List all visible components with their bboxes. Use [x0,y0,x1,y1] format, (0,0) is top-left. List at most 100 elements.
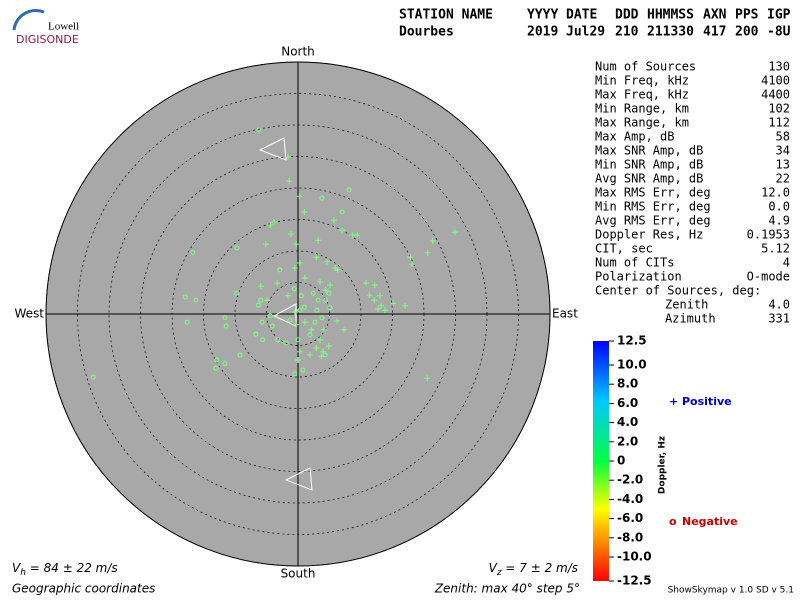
vh-symbol: V [12,561,21,575]
negative-point [315,297,321,303]
colorbar-tick-label: 2.0 [617,434,638,448]
negative-point [237,352,243,358]
positive-point [390,300,397,307]
negative-point [295,337,301,343]
positive-point [327,282,334,289]
positive-point [424,249,431,256]
stat-label: Max SNR Amp, dB [595,144,703,158]
vh-sub: h [20,568,26,578]
vh-text: = 84 ± 22 m/s [26,561,118,575]
positive-point [301,208,308,215]
negative-point [222,361,228,367]
south-label: South [281,567,316,581]
negative-point [234,245,240,251]
colorbar-tick-label: 4.0 [617,415,638,429]
negative-point [253,331,259,337]
stat-value: 112 [768,116,790,130]
stat-value: 4400 [761,88,790,102]
negative-point [275,337,281,343]
negative-point [213,365,219,371]
center-title: Center of Sources, deg: [595,284,761,298]
negative-point [307,332,313,338]
positive-point [409,261,416,268]
header-value: 210 [615,25,639,40]
center-value: 331 [768,312,790,326]
header-value: Jul29 [566,25,605,40]
header-value: 2019 [527,25,558,40]
positive-point [317,336,324,343]
stat-value: 13 [776,158,790,172]
positive-point [288,230,295,237]
negative-point [234,290,240,296]
negative-point [258,297,264,303]
negative-point [287,317,293,323]
header-column: HHMMSS [647,8,694,23]
positive-point [306,351,313,358]
header-value: 211330 [647,25,694,40]
stat-label: Min Range, km [595,102,689,116]
positive-point [349,232,356,239]
positive-point [293,241,300,248]
colorbar-tick-label: -6.0 [617,511,643,525]
header-value: -8U [767,25,791,40]
negative-point [301,304,307,310]
positive-point [295,356,301,363]
stat-label: Polarization [595,270,682,284]
positive-point [264,297,271,304]
positive-point [424,375,431,382]
colorbar [593,341,609,581]
stat-label: CIT, sec [595,242,653,256]
stat-label: Num of CITs [595,256,674,270]
positive-point [381,307,388,314]
positive-point [296,259,303,266]
stat-value: 4 [783,256,790,270]
positive-point [296,193,303,200]
positive-point [274,280,281,287]
stat-value: 22 [776,172,790,186]
negative-point [255,302,261,308]
positive-point [339,227,346,234]
positive-point [325,343,332,350]
negative-point [291,286,297,292]
center-value: 4.0 [768,298,790,312]
vz-sub: z [496,568,502,578]
positive-point [429,237,436,244]
positive-point [407,254,414,261]
center-label: Azimuth [665,312,716,326]
vz-text: = 7 ± 2 m/s [502,561,578,575]
negative-point [269,323,275,329]
stat-value: 102 [768,102,790,116]
positive-point [375,305,382,312]
direction-marker [284,467,313,491]
legend-symbol: o [669,515,677,528]
positive-point [340,326,347,333]
positive-point [291,309,298,316]
header-column: STATION NAME [399,8,493,23]
negative-point [314,307,320,313]
positive-point [301,319,308,326]
colorbar-tick-label: 6.0 [617,396,638,410]
stat-label: Doppler Res, Hz [595,228,703,242]
logo-swoosh [12,8,45,31]
positive-point [296,348,303,355]
zenith-label: Zenith: max 40° step 5° [434,582,580,596]
negative-point [223,323,229,329]
direction-marker [272,303,297,327]
positive-point [334,266,341,273]
positive-point [313,254,320,261]
stat-label: Max Amp, dB [595,130,674,144]
positive-point [402,302,409,309]
header-column: IGP [767,8,791,23]
positive-point [284,292,291,299]
negative-point [297,307,303,313]
colorbar-tick-label: -12.5 [617,574,652,588]
logo-top: Lowell [48,21,79,33]
stat-value: 12.0 [761,186,790,200]
negative-point [283,340,289,346]
stat-label: Min RMS Err, deg [595,200,711,214]
stat-label: Max Range, km [595,116,689,130]
positive-point [334,317,341,324]
stat-value: 34 [776,144,790,158]
negative-point [184,319,190,325]
header-column: DATE [566,8,597,23]
